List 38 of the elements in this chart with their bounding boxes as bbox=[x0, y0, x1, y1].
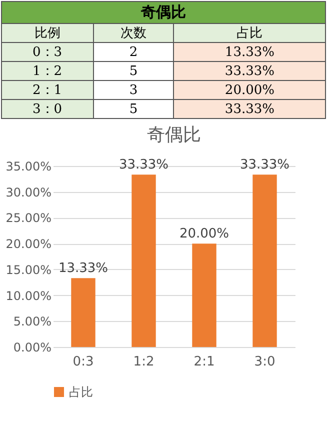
text: 比例 bbox=[2, 24, 94, 42]
text: 33.33% bbox=[174, 62, 326, 80]
text: 20.00% bbox=[174, 80, 326, 100]
y-tick-label: 25.00% bbox=[6, 211, 52, 226]
x-tick-label: 2:1 bbox=[194, 354, 215, 370]
y-tick-label: 35.00% bbox=[6, 160, 52, 174]
x-tick-label: 1:2 bbox=[133, 354, 154, 370]
data-label: 13.33% bbox=[58, 261, 108, 276]
bar bbox=[252, 174, 277, 347]
y-tick-label: 0.00% bbox=[13, 340, 52, 354]
text: 奇偶比 bbox=[2, 2, 326, 24]
text: 2 bbox=[93, 42, 174, 62]
bar bbox=[132, 174, 156, 347]
bar bbox=[192, 244, 216, 347]
data-label: 33.33% bbox=[240, 158, 290, 173]
x-tick-label: 0:3 bbox=[72, 354, 94, 370]
chart-title: 奇偶比 bbox=[147, 124, 201, 146]
text: 3 bbox=[93, 80, 174, 100]
y-tick-label: 30.00% bbox=[6, 185, 52, 200]
data-label: 33.33% bbox=[118, 158, 169, 173]
text: 13.33% bbox=[174, 42, 326, 62]
data-label: 20.00% bbox=[179, 226, 230, 242]
text: 5 bbox=[93, 62, 174, 80]
y-tick-label: 10.00% bbox=[6, 288, 52, 303]
bar bbox=[71, 278, 96, 347]
y-tick-label: 15.00% bbox=[6, 262, 52, 277]
x-tick-label: 3:0 bbox=[254, 354, 276, 370]
text: 2：1 bbox=[2, 80, 94, 100]
text: 占比 bbox=[174, 24, 326, 42]
text: 0：3 bbox=[2, 42, 94, 62]
y-tick-label: 20.00% bbox=[6, 237, 52, 252]
y-tick-label: 5.00% bbox=[13, 314, 52, 329]
text: 5 bbox=[93, 100, 174, 118]
text: 次数 bbox=[93, 24, 174, 42]
text: 33.33% bbox=[174, 100, 326, 118]
text: 3：0 bbox=[2, 100, 94, 118]
legend-label: 占比 bbox=[69, 385, 93, 399]
text: 1：2 bbox=[2, 62, 94, 80]
